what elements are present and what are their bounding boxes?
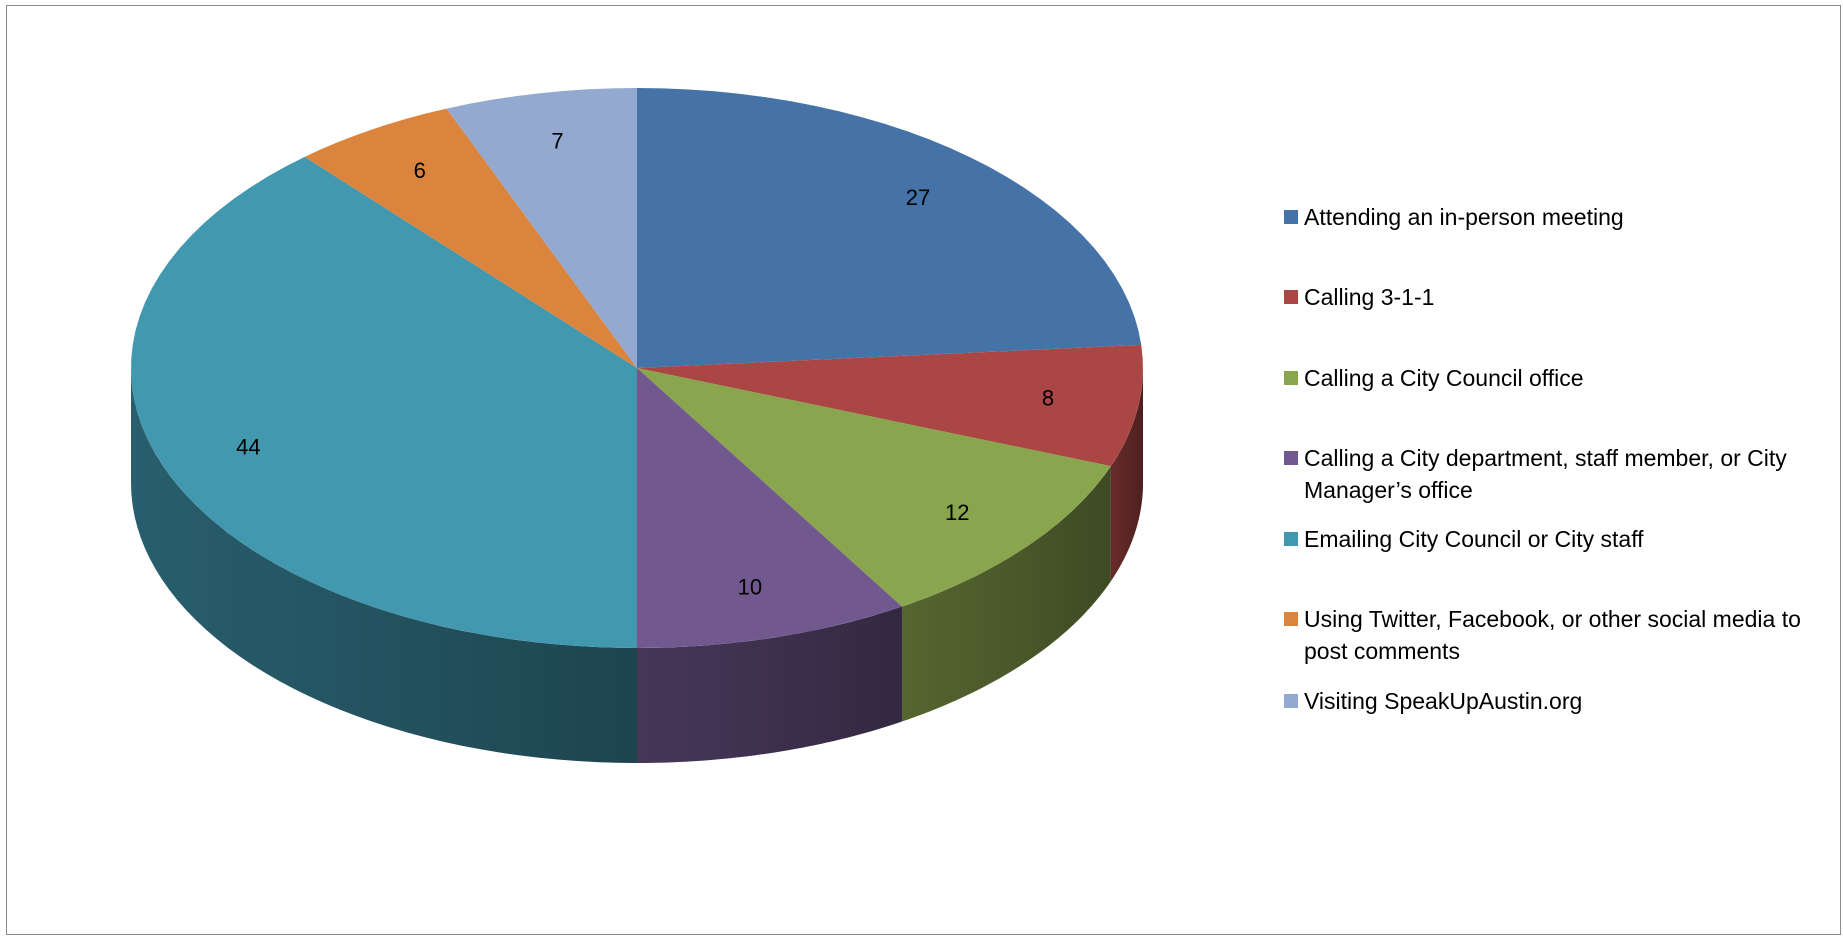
legend-label-6: Visiting SpeakUpAustin.org	[1304, 688, 1583, 714]
pie-side-shade-4	[131, 368, 637, 763]
data-label-2: 12	[945, 500, 969, 525]
pie-slice-0	[637, 88, 1142, 368]
legend-swatch-2	[1284, 371, 1298, 385]
pie-chart: 27 8 12 10 44 6 7	[131, 88, 1143, 763]
legend-label-2: Calling a City Council office	[1304, 365, 1584, 391]
legend-item-3: Calling a City department, staff member,…	[1284, 442, 1839, 506]
pie-slice-5	[304, 108, 637, 368]
data-label-1: 8	[1042, 385, 1054, 410]
legend-label-1: Calling 3-1-1	[1304, 284, 1435, 310]
legend-label-3: Calling a City department, staff member,…	[1304, 445, 1787, 503]
pie-slice-4	[131, 156, 637, 648]
pie-side-shade-1	[1110, 368, 1143, 582]
pie-slice-6	[446, 88, 637, 368]
pie-side-shade-2	[901, 466, 1111, 722]
legend-label-4: Emailing City Council or City staff	[1304, 526, 1644, 552]
pie-sides	[131, 368, 1143, 763]
legend-item-4: Emailing City Council or City staff	[1284, 523, 1839, 555]
data-label-4: 44	[236, 434, 260, 459]
legend-label-0: Attending an in-person meeting	[1304, 204, 1624, 230]
data-label-3: 10	[738, 575, 762, 600]
pie-slice-2	[637, 368, 1111, 607]
legend-swatch-0	[1284, 210, 1298, 224]
pie-slice-3	[637, 368, 902, 648]
legend-item-0: Attending an in-person meeting	[1284, 201, 1839, 233]
legend-swatch-1	[1284, 290, 1298, 304]
legend-item-1: Calling 3-1-1	[1284, 281, 1839, 313]
legend-swatch-6	[1284, 694, 1298, 708]
chart-frame: 27 8 12 10 44 6 7 Attending an in-person meeti…	[6, 5, 1841, 935]
legend-item-6: Visiting SpeakUpAustin.org	[1284, 685, 1839, 717]
legend-swatch-5	[1284, 612, 1298, 626]
legend-item-2: Calling a City Council office	[1284, 362, 1839, 394]
legend-swatch-3	[1284, 451, 1298, 465]
pie-side-shade-3	[637, 606, 902, 763]
pie-tops	[131, 88, 1143, 648]
data-label-0: 27	[906, 185, 930, 210]
pie-data-labels: 27 8 12 10 44 6 7	[236, 129, 1054, 600]
legend-label-5: Using Twitter, Facebook, or other social…	[1304, 606, 1801, 664]
data-label-6: 7	[551, 129, 563, 154]
legend-swatch-4	[1284, 532, 1298, 546]
data-label-5: 6	[414, 158, 426, 183]
pie-slice-1	[637, 344, 1143, 467]
legend-item-5: Using Twitter, Facebook, or other social…	[1284, 603, 1839, 667]
